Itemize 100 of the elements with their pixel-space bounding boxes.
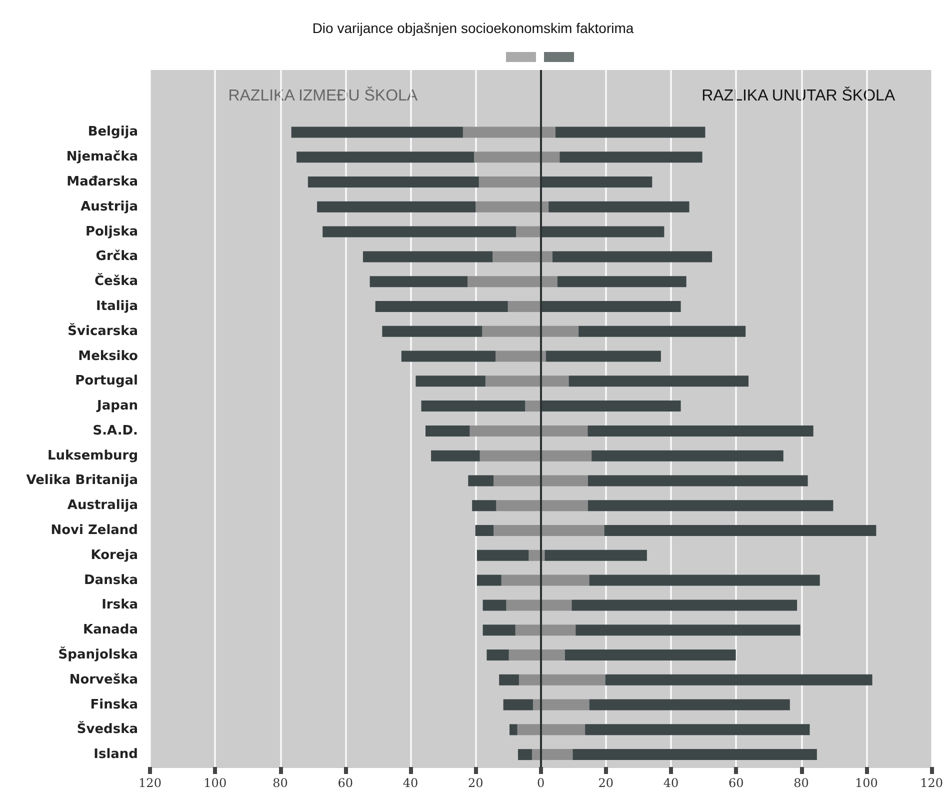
y-tick-label: Njemačka bbox=[66, 150, 138, 165]
bar bbox=[508, 649, 541, 660]
y-tick-label: Poljska bbox=[85, 224, 138, 240]
bar bbox=[585, 724, 810, 736]
x-tick-label: 60 bbox=[728, 776, 744, 790]
y-tick-label: Koreja bbox=[90, 548, 138, 563]
bar bbox=[482, 326, 541, 337]
bar bbox=[322, 226, 516, 238]
y-tick-label: Mađarska bbox=[66, 174, 138, 190]
bar bbox=[604, 525, 876, 536]
y-tick-label: Italija bbox=[96, 298, 138, 314]
y-tick-label: Novi Zeland bbox=[50, 523, 138, 538]
y-tick-label: Japan bbox=[96, 398, 138, 414]
bar bbox=[528, 550, 541, 561]
x-tick-label: 80 bbox=[272, 776, 288, 790]
x-tick-label: 120 bbox=[920, 776, 943, 790]
x-tick-label: 20 bbox=[598, 776, 614, 790]
bar bbox=[540, 425, 588, 436]
bar bbox=[482, 624, 516, 636]
y-tick-label: Grčka bbox=[96, 249, 138, 264]
bar bbox=[589, 699, 790, 710]
y-tick-label: Norveška bbox=[69, 672, 138, 688]
y-tick-label: Meksiko bbox=[78, 348, 138, 364]
bar bbox=[317, 201, 476, 212]
bar bbox=[540, 624, 576, 636]
bar bbox=[499, 674, 519, 686]
bar bbox=[540, 450, 592, 462]
bar bbox=[540, 500, 588, 512]
bar bbox=[462, 126, 541, 138]
bar bbox=[296, 152, 474, 163]
bar bbox=[375, 300, 508, 312]
bar bbox=[472, 500, 496, 512]
y-tick-label: Češka bbox=[94, 272, 138, 290]
y-tick-label: Austrija bbox=[80, 199, 138, 214]
bar bbox=[540, 400, 681, 412]
bar bbox=[468, 276, 541, 288]
bar bbox=[496, 500, 541, 512]
bar bbox=[482, 600, 506, 611]
y-tick-label: Velika Britanija bbox=[26, 473, 138, 488]
y-tick-label: Finska bbox=[90, 697, 138, 712]
y-tick-label: Švedska bbox=[76, 720, 138, 738]
bar bbox=[496, 350, 541, 362]
bar bbox=[516, 226, 541, 238]
bar bbox=[576, 624, 800, 636]
y-tick-label: Luksemburg bbox=[47, 448, 138, 464]
bar bbox=[474, 152, 541, 163]
bar bbox=[401, 350, 496, 362]
bar bbox=[540, 300, 681, 312]
bar bbox=[540, 226, 664, 238]
y-tick-label: Australija bbox=[67, 498, 138, 514]
y-tick-label: S.A.D. bbox=[92, 423, 138, 438]
bar bbox=[540, 574, 590, 586]
y-tick-label: Danska bbox=[84, 572, 138, 588]
x-tick-label: 40 bbox=[402, 776, 418, 790]
bar bbox=[525, 400, 541, 412]
bar bbox=[572, 749, 817, 760]
bar bbox=[518, 749, 532, 760]
bar bbox=[416, 376, 486, 387]
y-tick-label: Belgija bbox=[88, 124, 138, 140]
bar bbox=[485, 376, 541, 387]
bar bbox=[540, 724, 586, 736]
bar bbox=[492, 251, 541, 262]
x-tick-label: 60 bbox=[338, 776, 354, 790]
bar bbox=[503, 699, 533, 710]
bar bbox=[568, 376, 749, 387]
bar bbox=[370, 276, 468, 288]
y-tick-label: Irska bbox=[102, 598, 138, 613]
bar bbox=[475, 525, 494, 536]
x-tick-label: 120 bbox=[138, 776, 162, 790]
bar bbox=[486, 649, 509, 660]
bar bbox=[540, 326, 579, 337]
y-tick-label: Kanada bbox=[83, 622, 138, 638]
bar bbox=[572, 600, 798, 611]
x-tick-label: 0 bbox=[536, 776, 545, 790]
text: RAZLIKA IZMEĐU ŠKOLA bbox=[228, 86, 418, 104]
bar bbox=[476, 201, 541, 212]
bar bbox=[506, 600, 541, 611]
x-tick-label: 100 bbox=[204, 776, 227, 790]
bar bbox=[308, 176, 479, 188]
bar bbox=[540, 126, 556, 138]
bar bbox=[476, 574, 502, 586]
bar bbox=[494, 525, 541, 536]
x-tick-label: 20 bbox=[468, 776, 484, 790]
bar bbox=[540, 276, 558, 288]
chart-title: Dio varijance objašnjen socioekonomskim faktorima bbox=[312, 20, 634, 36]
bar bbox=[548, 201, 690, 212]
y-tick-label: Španjolska bbox=[58, 645, 138, 662]
bar bbox=[501, 574, 541, 586]
bar bbox=[478, 176, 541, 188]
bar bbox=[564, 649, 736, 660]
bar bbox=[544, 550, 647, 561]
bar bbox=[578, 326, 746, 337]
bar bbox=[494, 475, 541, 486]
bar bbox=[510, 724, 518, 736]
bar bbox=[540, 525, 604, 536]
bar bbox=[588, 425, 814, 436]
bar bbox=[517, 724, 541, 736]
bar bbox=[421, 400, 526, 412]
bar bbox=[480, 450, 541, 462]
bar bbox=[362, 251, 493, 262]
